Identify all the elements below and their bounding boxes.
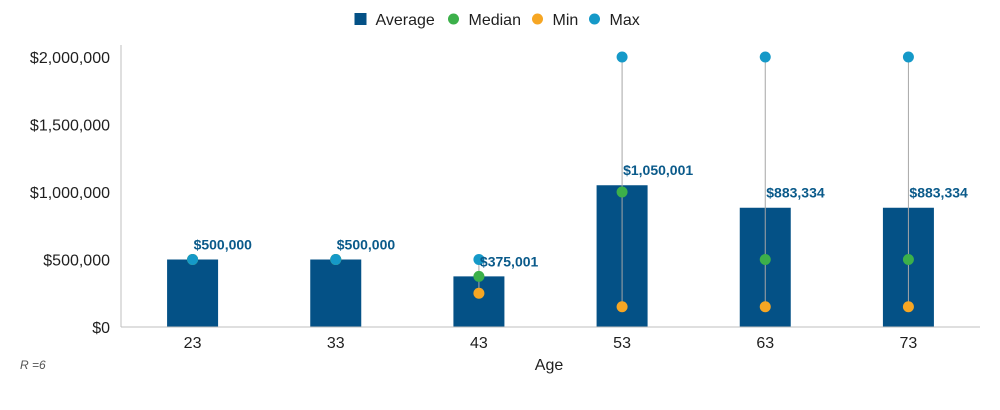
- legend-swatch: [354, 13, 367, 25]
- legend-label: Max: [610, 12, 640, 29]
- data-label-average: $500,000: [194, 237, 253, 253]
- bar-average: [167, 259, 219, 327]
- y-tick-label: $1,000,000: [30, 185, 110, 202]
- x-tick-label: 63: [756, 335, 774, 352]
- legend-label: Median: [469, 12, 521, 29]
- point-median: [759, 254, 771, 265]
- legend-swatch: [589, 13, 600, 25]
- y-tick-label: $2,000,000: [30, 50, 110, 67]
- x-tick-label: 73: [900, 335, 918, 352]
- y-tick-label: $1,500,000: [30, 118, 110, 135]
- point-max: [759, 51, 771, 63]
- y-axis: $0 $500,000 $1,000,000 $1,500,000 $2,000,000: [30, 45, 122, 337]
- legend-item-max: Max: [589, 12, 640, 29]
- point-min: [759, 301, 771, 313]
- point-max: [473, 254, 485, 265]
- legend-item-min: Min: [532, 12, 578, 29]
- point-max: [616, 51, 628, 63]
- data-label-average: $883,334: [909, 185, 968, 201]
- point-max: [187, 254, 199, 265]
- data-label-average: $1,050,001: [623, 162, 693, 178]
- x-tick-label: 33: [327, 335, 345, 352]
- point-median: [902, 254, 914, 265]
- x-axis: 23 33 43 53 63 73: [121, 326, 980, 352]
- x-axis-title: Age: [535, 357, 564, 374]
- data-label-average: $883,334: [766, 185, 825, 201]
- point-max: [902, 51, 914, 63]
- data-label-average: $500,000: [337, 237, 396, 253]
- x-tick-label: 53: [613, 335, 631, 352]
- y-tick-label: $500,000: [43, 253, 110, 270]
- point-min: [616, 301, 628, 313]
- data-label-average: $375,001: [480, 253, 539, 269]
- footnote: R =6: [20, 358, 46, 372]
- point-median: [616, 186, 628, 198]
- x-tick-label: 43: [470, 335, 488, 352]
- legend-label: Min: [553, 12, 579, 29]
- point-min: [473, 287, 485, 299]
- legend-swatch: [532, 13, 543, 25]
- plot-area: $500,000 $500,000 $375,001 $1,050,001 $883,3…: [167, 51, 968, 327]
- point-max: [330, 254, 342, 265]
- legend-item-average: Average: [354, 12, 435, 29]
- point-median: [473, 270, 485, 282]
- legend-swatch: [448, 13, 459, 25]
- y-tick-label: $0: [92, 320, 110, 337]
- legend: Average Median Min Max: [354, 12, 640, 29]
- bar-average: [310, 259, 362, 327]
- legend-label: Average: [376, 12, 435, 29]
- legend-item-median: Median: [448, 12, 521, 29]
- point-min: [902, 301, 914, 313]
- x-tick-label: 23: [184, 335, 202, 352]
